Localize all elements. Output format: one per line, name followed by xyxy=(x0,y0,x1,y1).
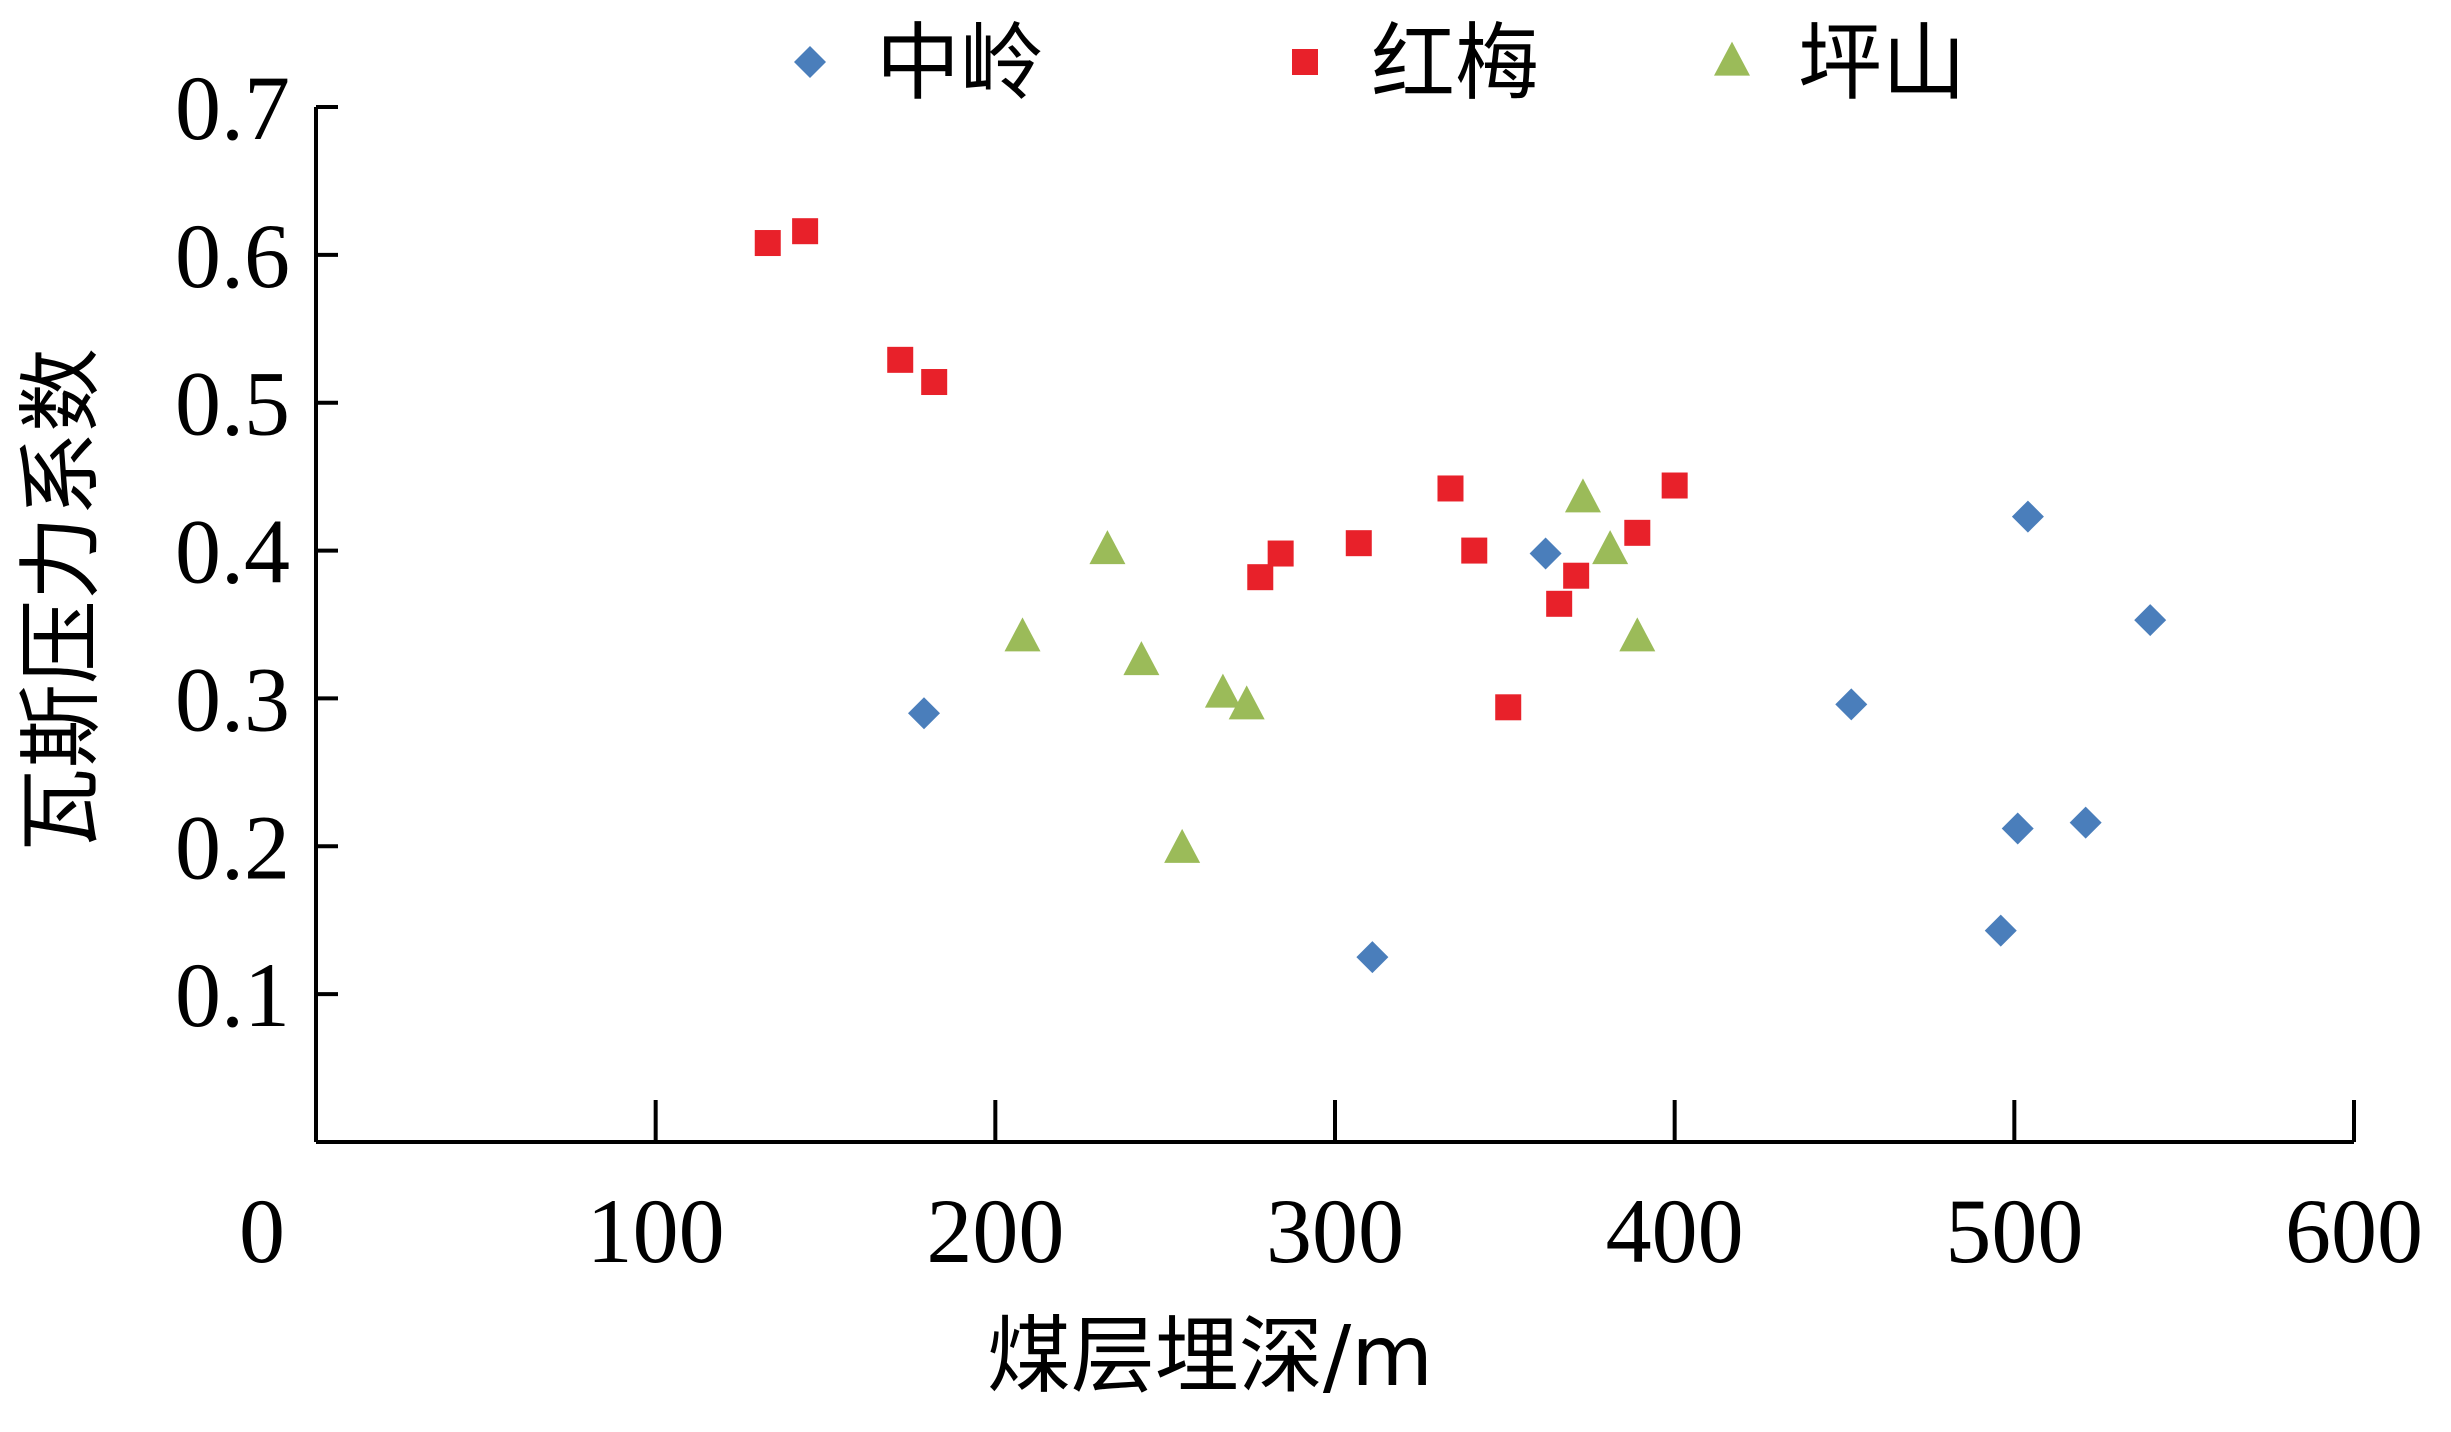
data-point-square xyxy=(1546,590,1573,617)
y-tick-label: 0.6 xyxy=(175,205,290,307)
y-tick-label: 0.4 xyxy=(175,501,290,603)
data-point-square xyxy=(754,230,781,257)
x-tick-label: 600 xyxy=(2285,1180,2423,1282)
y-tick-label: 0.3 xyxy=(175,648,290,750)
data-point-diamond xyxy=(2134,604,2167,637)
x-tick-label: 500 xyxy=(1945,1180,2083,1282)
x-axis-ticks: 0 100 200 300 400 500 600 xyxy=(239,1100,2423,1282)
data-point-square xyxy=(1495,694,1522,721)
data-point-square xyxy=(887,346,914,373)
series-square xyxy=(754,218,1688,721)
data-point-diamond xyxy=(2001,812,2034,845)
data-point-square xyxy=(792,218,819,245)
y-tick-label: 0.2 xyxy=(175,796,290,898)
data-points xyxy=(754,218,2167,974)
data-point-diamond xyxy=(1356,941,1389,974)
data-point-square xyxy=(1247,564,1274,591)
legend-item: 坪山 xyxy=(1714,14,1966,112)
y-tick-label: 0.7 xyxy=(175,57,290,159)
legend-item: 红梅 xyxy=(1292,14,1539,112)
data-point-triangle xyxy=(1228,685,1265,720)
data-point-triangle xyxy=(1592,530,1629,565)
legend-marker-triangle xyxy=(1714,41,1750,76)
legend-label: 红梅 xyxy=(1371,14,1539,112)
legend-item: 中岭 xyxy=(794,14,1044,112)
data-point-square xyxy=(1461,537,1488,564)
x-tick-label: 400 xyxy=(1606,1180,1744,1282)
data-point-square xyxy=(1267,540,1294,567)
data-point-diamond xyxy=(1529,537,1562,570)
data-point-triangle xyxy=(1204,673,1241,708)
y-tick-label: 0.5 xyxy=(175,353,290,455)
data-point-triangle xyxy=(1619,617,1656,652)
data-point-square xyxy=(1661,472,1688,499)
x-tick-label: 200 xyxy=(926,1180,1064,1282)
legend-marker-square xyxy=(1292,49,1318,75)
data-point-square xyxy=(921,369,948,396)
legend: 中岭 红梅 坪山 xyxy=(794,14,1966,112)
y-axis-title: 瓦斯压力系数 xyxy=(12,348,110,852)
legend-marker-diamond xyxy=(794,46,826,78)
data-point-triangle xyxy=(1123,641,1160,676)
data-point-square xyxy=(1345,530,1372,557)
x-axis-title: 煤层埋深/m xyxy=(987,1307,1433,1405)
data-point-diamond xyxy=(2069,806,2102,839)
data-point-triangle xyxy=(1564,478,1601,513)
data-point-diamond xyxy=(1984,914,2017,947)
axes xyxy=(314,107,2354,1144)
series-diamond xyxy=(908,500,2167,974)
legend-label: 中岭 xyxy=(876,14,1044,112)
data-point-diamond xyxy=(908,697,941,730)
data-point-square xyxy=(1624,519,1651,546)
data-point-square xyxy=(1437,475,1464,502)
legend-label: 坪山 xyxy=(1798,14,1966,112)
series-triangle xyxy=(1004,478,1656,863)
x-tick-label: 100 xyxy=(587,1180,725,1282)
y-tick-label: 0.1 xyxy=(175,944,290,1046)
data-point-triangle xyxy=(1089,530,1126,565)
data-point-diamond xyxy=(1835,688,1868,721)
x-tick-label: 300 xyxy=(1266,1180,1404,1282)
x-tick-label: 0 xyxy=(239,1180,285,1282)
data-point-triangle xyxy=(1164,828,1201,863)
y-axis-ticks: 0.1 0.2 0.3 0.4 0.5 0.6 0.7 xyxy=(175,57,338,1046)
data-point-square xyxy=(1563,562,1590,589)
data-point-triangle xyxy=(1004,617,1041,652)
data-point-diamond xyxy=(2011,500,2044,533)
